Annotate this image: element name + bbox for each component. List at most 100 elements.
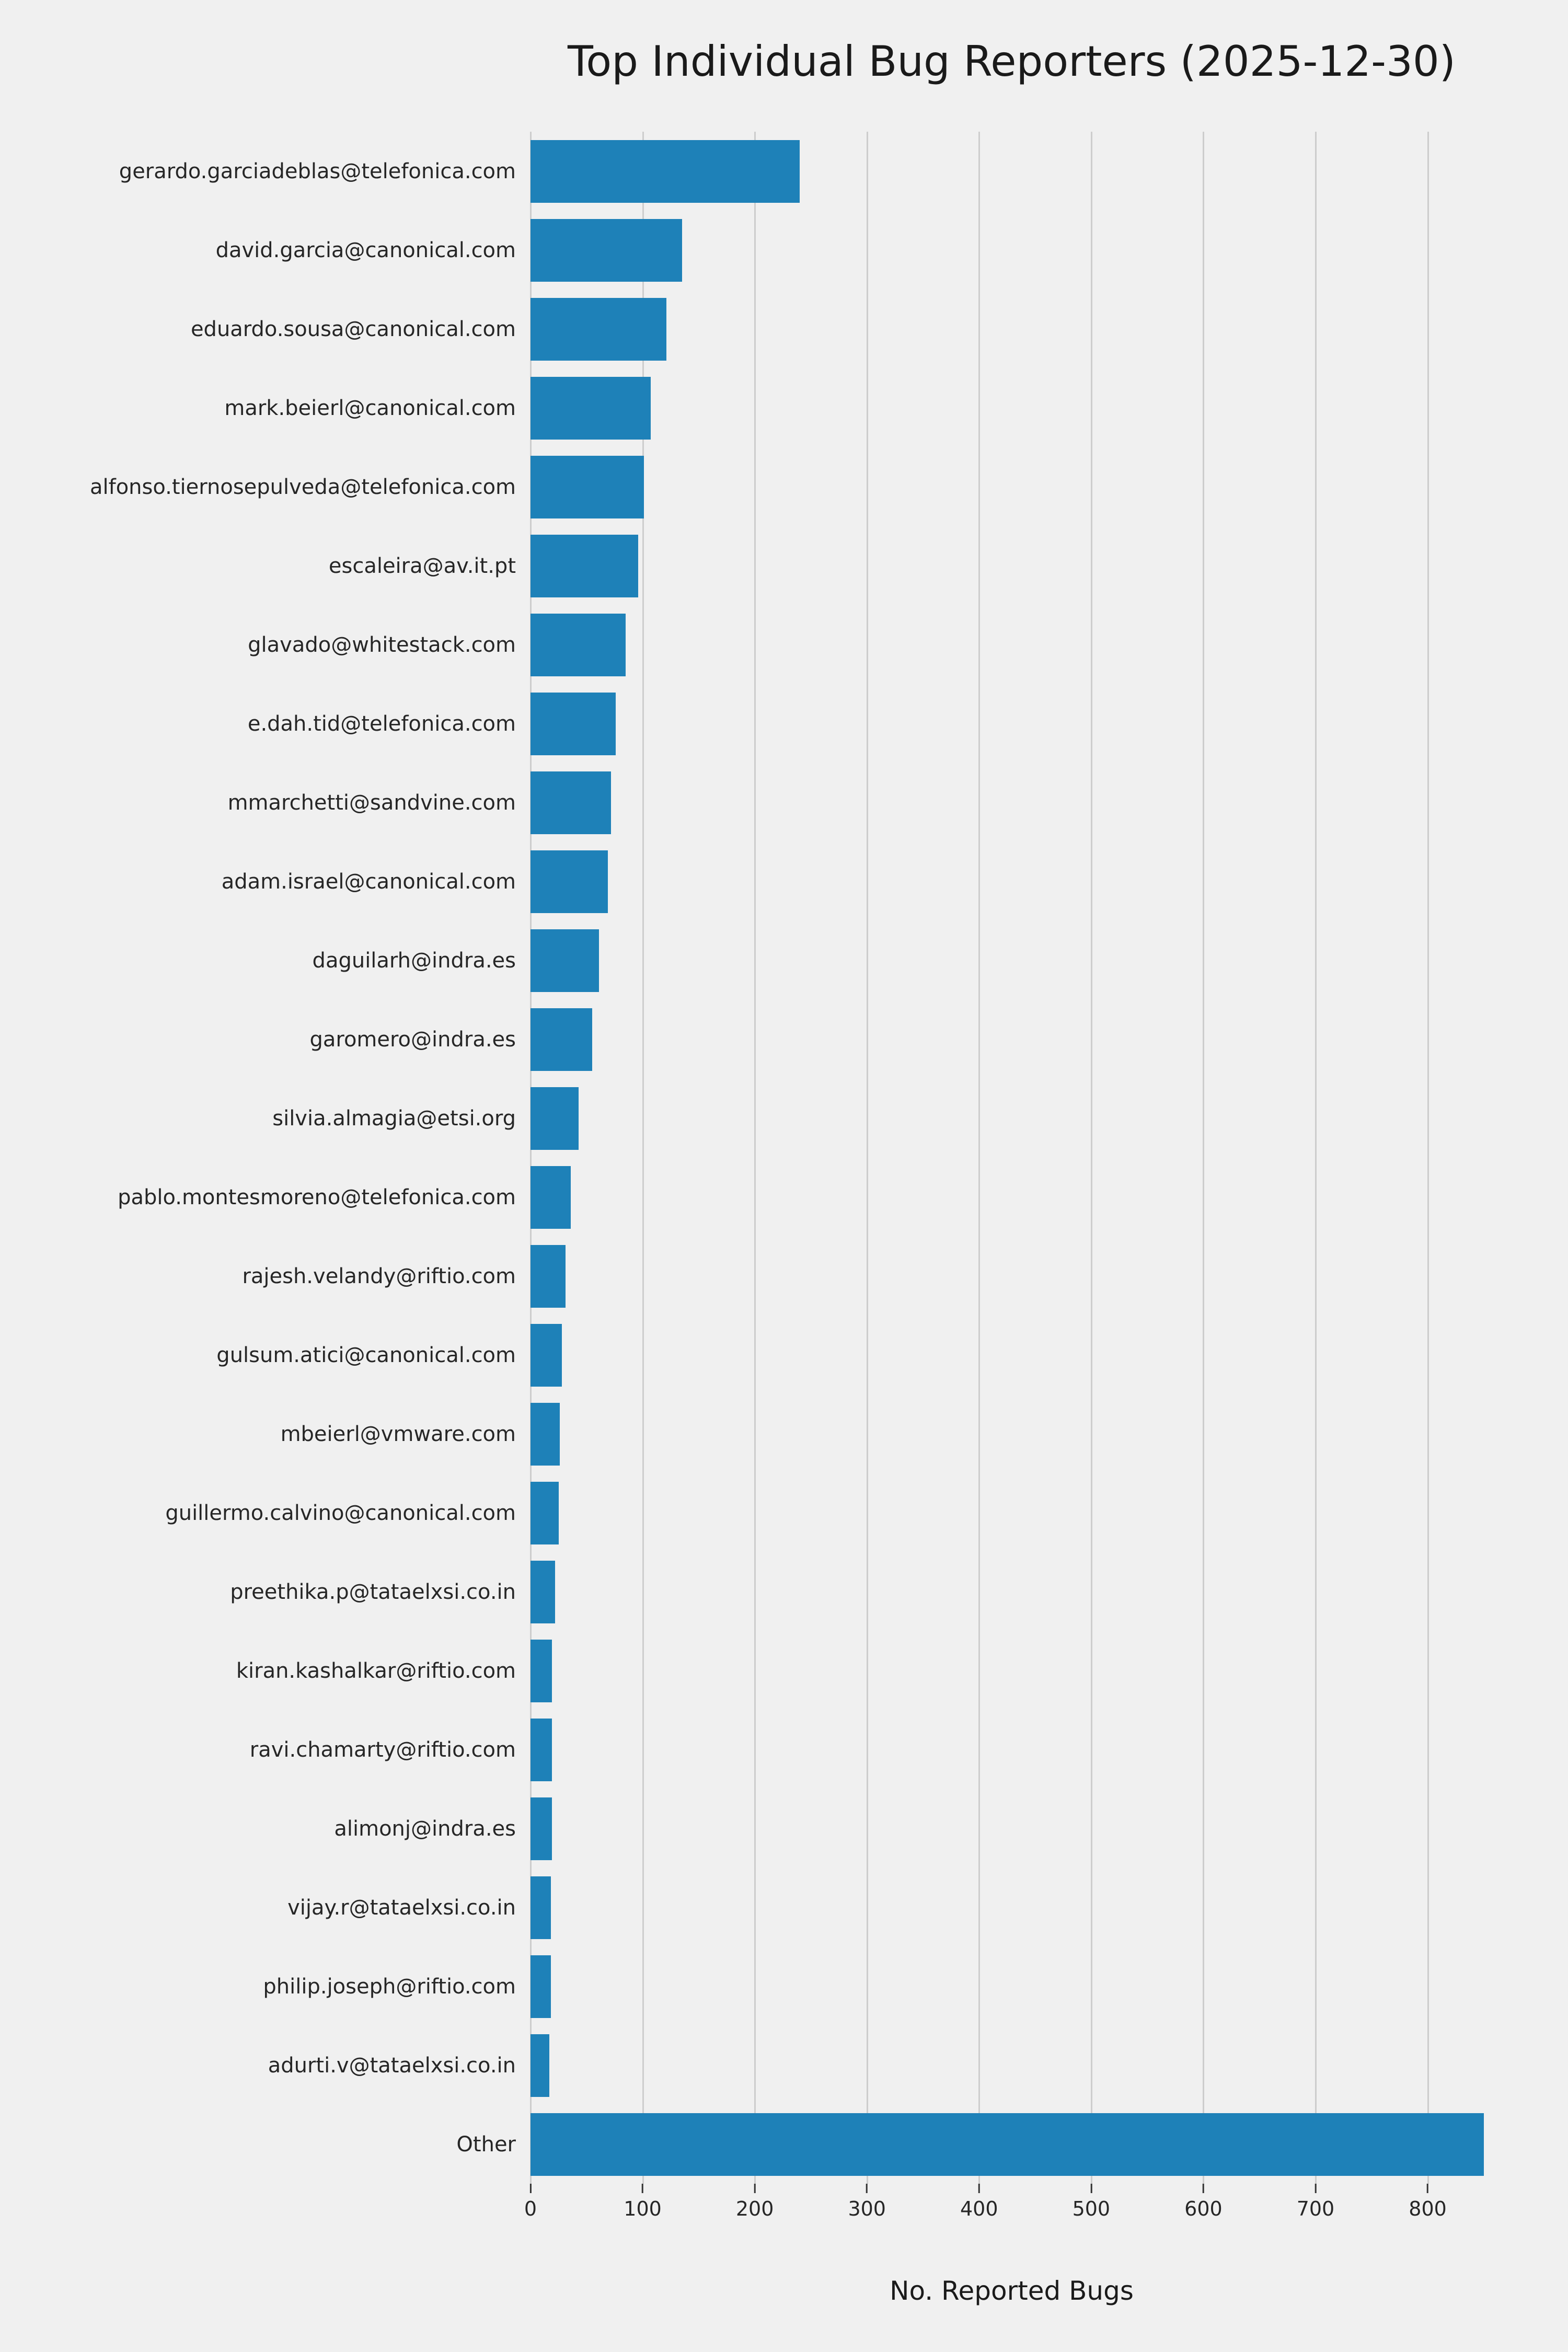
- bar-cell: [531, 1552, 1493, 1631]
- chart-title: Top Individual Bug Reporters (2025-12-30…: [567, 37, 1456, 86]
- chart-row: adam.israel@canonical.com: [0, 842, 1493, 921]
- x-axis: 0 100 200 300 400 500 600 700 800: [524, 2184, 1493, 2241]
- x-tick-label: 0: [524, 2197, 537, 2220]
- bar: [531, 534, 638, 597]
- x-tick-mark: [529, 2184, 532, 2193]
- bar: [531, 1639, 552, 1702]
- bar: [531, 850, 608, 913]
- y-tick-label: pablo.montesmoreno@telefonica.com: [118, 1185, 516, 1209]
- bar: [531, 2034, 550, 2097]
- chart-row: guillermo.calvino@canonical.com: [0, 1473, 1493, 1552]
- chart-row: silvia.almagia@etsi.org: [0, 1079, 1493, 1158]
- chart-row: adurti.v@tataelxsi.co.in: [0, 2026, 1493, 2105]
- y-tick-label: gerardo.garciadeblas@telefonica.com: [119, 159, 516, 183]
- y-tick-label: ravi.chamarty@riftio.com: [249, 1737, 516, 1762]
- bar-cell: [531, 1000, 1493, 1079]
- y-tick-label: Other: [456, 2132, 516, 2157]
- x-tick-label: 200: [735, 2197, 774, 2220]
- x-tick: 700: [1296, 2184, 1335, 2220]
- bar: [531, 1008, 592, 1071]
- y-tick-label: preethika.p@tataelxsi.co.in: [230, 1579, 516, 1604]
- bar-cell: [531, 1316, 1493, 1394]
- y-tick-label: e.dah.tid@telefonica.com: [247, 711, 516, 736]
- gridline: [754, 132, 756, 2184]
- bar-cell: [531, 211, 1493, 290]
- gridline: [1315, 132, 1317, 2184]
- chart-row: philip.joseph@riftio.com: [0, 1947, 1493, 2026]
- bar: [531, 376, 651, 440]
- bar: [531, 692, 616, 755]
- x-tick-label: 800: [1409, 2197, 1447, 2220]
- gridline: [866, 132, 868, 2184]
- bar: [531, 1481, 559, 1544]
- bar: [531, 1876, 551, 1939]
- chart-row: mmarchetti@sandvine.com: [0, 763, 1493, 842]
- bar: [531, 613, 626, 676]
- chart-row: preethika.p@tataelxsi.co.in: [0, 1552, 1493, 1631]
- bar-cell: [531, 842, 1493, 921]
- gridlines: [530, 132, 1493, 2184]
- chart-row: eduardo.sousa@canonical.com: [0, 290, 1493, 368]
- x-tick-label: 700: [1296, 2197, 1335, 2220]
- chart-row: kiran.kashalkar@riftio.com: [0, 1631, 1493, 1710]
- chart-title-row: Top Individual Bug Reporters (2025-12-30…: [531, 0, 1493, 87]
- x-tick-mark: [1202, 2184, 1204, 2193]
- x-tick-label: 400: [960, 2197, 998, 2220]
- chart-row: gerardo.garciadeblas@telefonica.com: [0, 132, 1493, 211]
- y-tick-label: mark.beierl@canonical.com: [224, 396, 516, 420]
- y-tick-label: escaleira@av.it.pt: [328, 554, 516, 578]
- bar-cell: [531, 1237, 1493, 1316]
- bar: [531, 218, 682, 282]
- y-tick-label: garomero@indra.es: [309, 1027, 516, 1052]
- bar: [531, 929, 599, 992]
- y-tick-label: adam.israel@canonical.com: [221, 869, 516, 894]
- bar: [531, 1560, 556, 1623]
- x-tick-mark: [1427, 2184, 1429, 2193]
- chart-row: escaleira@av.it.pt: [0, 526, 1493, 605]
- x-axis-label-row: No. Reported Bugs: [531, 2276, 1493, 2306]
- y-tick-label: philip.joseph@riftio.com: [263, 1974, 516, 1999]
- x-tick-label: 500: [1072, 2197, 1111, 2220]
- bar-cell: [531, 2105, 1493, 2184]
- bar-cell: [531, 605, 1493, 684]
- chart-row: david.garcia@canonical.com: [0, 211, 1493, 290]
- y-tick-label: david.garcia@canonical.com: [215, 238, 516, 262]
- x-tick: 600: [1184, 2184, 1223, 2220]
- bar-cell: [531, 763, 1493, 842]
- y-tick-label: alimonj@indra.es: [334, 1816, 516, 1841]
- bar-cell: [531, 1473, 1493, 1552]
- y-tick-label: rajesh.velandy@riftio.com: [242, 1264, 516, 1288]
- gridline: [1090, 132, 1092, 2184]
- gridline: [1203, 132, 1205, 2184]
- bar-cell: [531, 921, 1493, 1000]
- y-tick-label: guillermo.calvino@canonical.com: [165, 1501, 516, 1525]
- x-tick-label: 600: [1184, 2197, 1223, 2220]
- y-tick-label: vijay.r@tataelxsi.co.in: [287, 1895, 516, 1920]
- x-tick: 200: [736, 2184, 774, 2220]
- bar: [531, 1323, 562, 1387]
- y-tick-label: silvia.almagia@etsi.org: [272, 1106, 516, 1131]
- chart-row: ravi.chamarty@riftio.com: [0, 1710, 1493, 1789]
- bar: [531, 140, 800, 203]
- chart-row: glavado@whitestack.com: [0, 605, 1493, 684]
- plot-area: gerardo.garciadeblas@telefonica.com david…: [0, 132, 1493, 2184]
- bar: [531, 771, 612, 834]
- bar-cell: [531, 684, 1493, 763]
- chart-row: gulsum.atici@canonical.com: [0, 1316, 1493, 1394]
- x-tick-mark: [1090, 2184, 1092, 2193]
- gridline: [1427, 132, 1429, 2184]
- bar-cell: [531, 132, 1493, 211]
- y-tick-label: daguilarh@indra.es: [312, 948, 516, 973]
- bar: [531, 1402, 560, 1466]
- chart-row: daguilarh@indra.es: [0, 921, 1493, 1000]
- x-tick-mark: [642, 2184, 644, 2193]
- gridline: [978, 132, 981, 2184]
- x-tick-label: 100: [624, 2197, 662, 2220]
- bar-cell: [531, 1789, 1493, 1868]
- y-tick-label: mmarchetti@sandvine.com: [227, 790, 516, 815]
- chart-row: garomero@indra.es: [0, 1000, 1493, 1079]
- y-tick-label: gulsum.atici@canonical.com: [216, 1343, 516, 1367]
- bar-cell: [531, 1631, 1493, 1710]
- bar-cell: [531, 447, 1493, 526]
